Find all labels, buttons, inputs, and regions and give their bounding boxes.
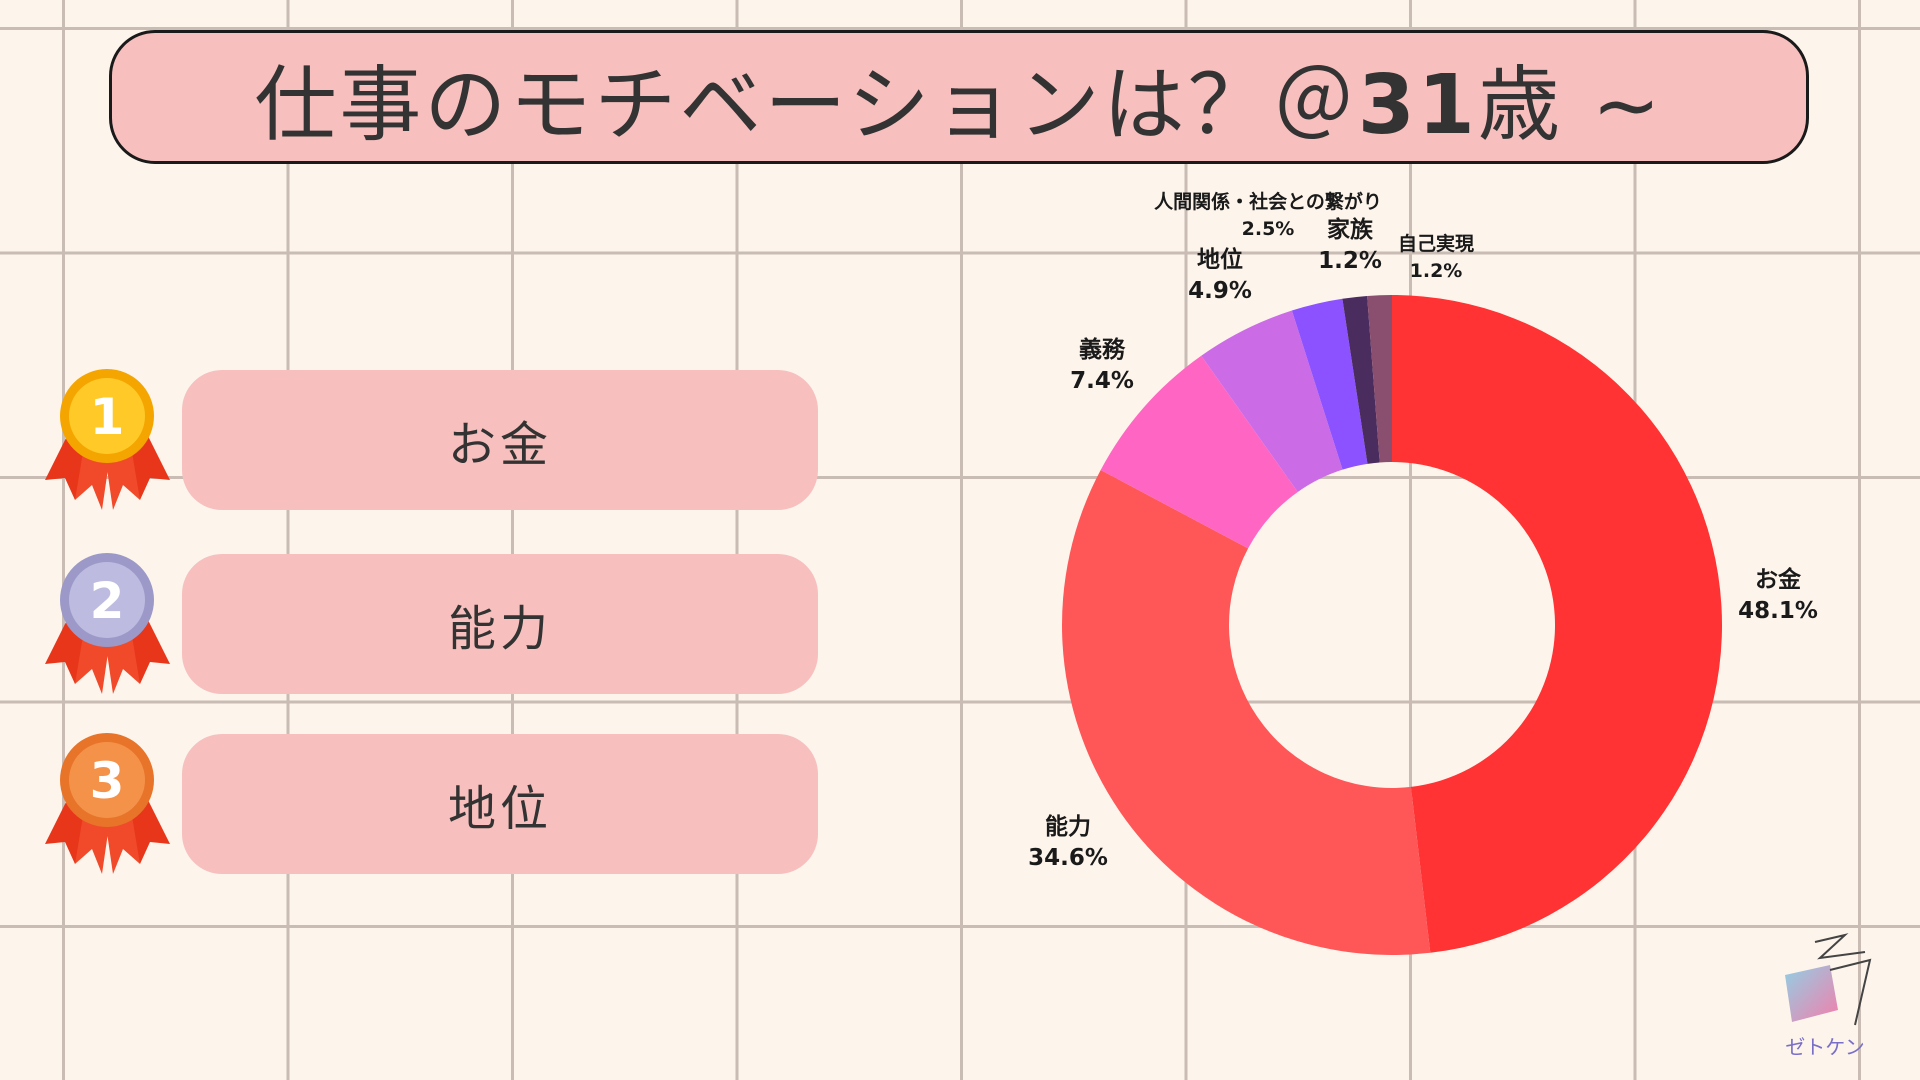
slice-value-2: 7.4%	[1070, 368, 1134, 394]
slice-value-6: 1.2%	[1410, 260, 1463, 282]
slice-label-5: 家族	[1327, 216, 1374, 243]
rank-pill-1: お金	[182, 370, 818, 510]
slice-value-3: 4.9%	[1188, 278, 1252, 304]
rank-row-2: 2 能力	[40, 553, 820, 694]
rank-label-3: 地位	[447, 781, 552, 837]
pie-slice-2	[1100, 355, 1298, 549]
rank-pill-3: 地位	[182, 734, 818, 874]
page-title: 仕事のモチベーションは？＠31歳 ~	[254, 38, 1663, 157]
pie-slice-1	[1061, 469, 1431, 956]
slice-value-0: 48.1%	[1738, 598, 1818, 624]
gold-medal-icon: 1	[45, 369, 170, 510]
pie-slice-0	[1392, 295, 1722, 953]
silver-medal-icon: 2	[45, 553, 170, 694]
rank-label-1: お金	[447, 417, 552, 473]
slice-value-5: 1.2%	[1318, 248, 1382, 274]
slice-value-4: 2.5%	[1242, 218, 1295, 240]
slice-label-1: 能力	[1045, 813, 1091, 840]
rank-pill-2: 能力	[182, 554, 818, 694]
slice-label-4: 人間関係・社会との繋がり	[1154, 190, 1382, 213]
rank-row-3: 3 地位	[40, 733, 820, 874]
slice-label-2: 義務	[1079, 336, 1126, 363]
zetoken-logo: ゼトケン	[1770, 930, 1880, 1060]
rank-label-2: 能力	[447, 601, 552, 657]
slice-value-1: 34.6%	[1028, 845, 1108, 871]
title-banner: 仕事のモチベーションは？＠31歳 ~	[109, 30, 1809, 164]
title-main: 仕事のモチベーションは？＠	[254, 57, 1358, 153]
logo-text: ゼトケン	[1785, 1035, 1865, 1059]
medal-rank-3: 3	[90, 752, 125, 810]
slice-label-0: お金	[1755, 566, 1802, 593]
rank-row-1: 1 お金	[40, 369, 820, 510]
logo-icon	[1785, 933, 1872, 1026]
title-age: 31	[1357, 57, 1478, 153]
medal-rank-1: 1	[90, 388, 125, 446]
medal-rank-2: 2	[90, 572, 125, 630]
slice-label-6: 自己実現	[1398, 232, 1474, 255]
bronze-medal-icon: 3	[45, 733, 170, 874]
pie-slice-3	[1201, 310, 1343, 492]
slice-label-3: 地位	[1197, 246, 1243, 273]
pie-slice-4	[1291, 298, 1368, 470]
pie-slice-5	[1342, 295, 1380, 464]
pie-slice-6	[1367, 295, 1392, 463]
title-suffix: 歳 ~	[1477, 57, 1664, 153]
